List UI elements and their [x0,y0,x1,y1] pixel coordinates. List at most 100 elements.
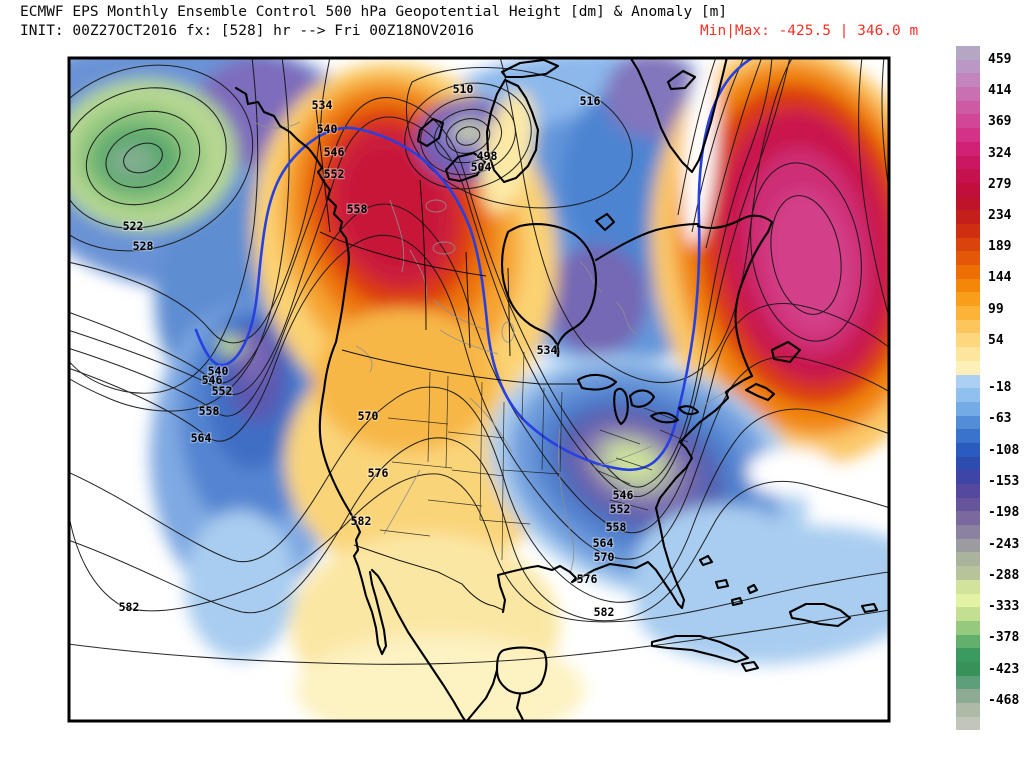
colorbar-segment [956,415,980,430]
height-contours [70,59,888,665]
contour-label: 540 [317,122,338,136]
colorbar-tick: 189 [988,239,1012,255]
colorbar-segment [956,538,980,553]
colorbar-segment [956,210,980,224]
contour-map: 5225285345405465525585105164985045405465… [67,56,891,723]
colorbar-segment [956,114,980,129]
colorbar-segment [956,73,980,88]
colorbar-tick: 144 [988,270,1012,286]
colorbar-segment [956,497,980,512]
rivers [253,121,743,575]
colorbar-segment [956,484,980,498]
colorbar-tick: -333 [988,599,1020,615]
colorbar-tick: 414 [988,83,1012,99]
colorbar-segment [956,100,980,115]
colorbar-segment [956,525,980,539]
contour-label: 552 [610,502,631,516]
colorbar-tick: 99 [988,301,1004,317]
colorbar-segment [956,401,980,416]
contour-label: 546 [324,145,345,159]
political-borders [315,107,580,611]
colorbar-segment [956,59,980,74]
colorbar-segment [956,374,980,389]
colorbar-tick: 234 [988,208,1012,223]
colorbar-segment [956,278,980,293]
contour-label: 516 [580,94,601,108]
colorbar-segment [956,675,980,690]
colorbar-segment [956,566,980,580]
colorbar-tick-labels: 459 414 369 324 279 234 189 144 99 54 -18 -63 -108 -1… [988,0,1024,768]
contour-label: 534 [537,343,558,357]
colorbar-segment [956,634,980,649]
anomaly-shading [70,59,888,720]
colorbar-segment [956,306,980,320]
contour-label: 576 [577,572,598,586]
colorbar-segment [956,196,980,211]
colorbar-segment [956,223,980,238]
colorbar-tick: -108 [988,442,1020,458]
colorbar-tick: 54 [988,332,1004,348]
colorbar-segment [956,251,980,265]
colorbar-segment [956,360,980,375]
colorbar-segment [956,292,980,307]
contour-label: 582 [594,605,615,619]
colorbar-tick: 324 [988,145,1012,161]
colorbar-tick: 279 [988,176,1012,192]
contour-label: 582 [351,514,372,528]
minmax-readout: Min|Max: -425.5 | 346.0 m [700,23,919,39]
contour-label: 546 [613,488,634,502]
contour-540-highlight [194,59,754,472]
colorbar-segment [956,607,980,621]
contour-label: 564 [191,431,212,445]
colorbar-tick: -18 [988,380,1012,395]
contour-label: 534 [312,98,333,112]
anomaly-colorbar [956,46,980,731]
colorbar-tick: 459 [988,52,1012,67]
contour-label: 570 [594,550,615,564]
contour-label: 528 [133,239,154,253]
contour-label: 546 [202,373,223,387]
init-valid-line: INIT: 00Z27OCT2016 fx: [528] hr --> Fri … [20,23,474,39]
colorbar-segment [956,155,980,170]
contour-label: 558 [199,404,220,418]
colorbar-segment [956,579,980,594]
colorbar-tick: 369 [988,114,1012,130]
colorbar-segment [956,128,980,142]
contour-label: 558 [347,202,368,216]
contour-label: 582 [119,600,140,614]
contour-label: 522 [123,219,144,233]
colorbar-tick: -153 [988,473,1020,489]
contour-label: 510 [453,82,474,96]
colorbar-segment [956,716,980,731]
colorbar-tick: -63 [988,411,1012,427]
colorbar-tick: -243 [988,536,1020,552]
contour-label: 498 [477,149,498,163]
colorbar-segment [956,388,980,402]
colorbar-segment [956,46,980,60]
colorbar-segment [956,648,980,662]
chart-title: ECMWF EPS Monthly Ensemble Control 500 h… [20,4,728,20]
contour-label: 552 [324,167,345,181]
map-panel: 522 528 534 540 546 552 558 510 516 498 504 540 546 5… [66,55,894,725]
colorbar-segment [956,237,980,252]
colorbar-tick: -468 [988,693,1020,708]
colorbar-segment [956,429,980,443]
colorbar-segment [956,333,980,348]
colorbar-segment [956,620,980,635]
contour-label: 558 [606,520,627,534]
contour-label-layer: 5225285345405465525585105164985045405465… [117,81,634,621]
colorbar-segment [956,689,980,703]
colorbar-segment [956,470,980,484]
colorbar-segment [956,552,980,567]
colorbar-segment [956,442,980,457]
colorbar-segment [956,347,980,361]
map-frame [67,56,891,723]
coastlines [234,59,879,720]
colorbar-segment [956,703,980,717]
contour-label: 570 [358,409,379,423]
colorbar-tick: -198 [988,505,1020,521]
colorbar-segment [956,87,980,101]
colorbar-segment [956,182,980,197]
colorbar-segment [956,169,980,183]
